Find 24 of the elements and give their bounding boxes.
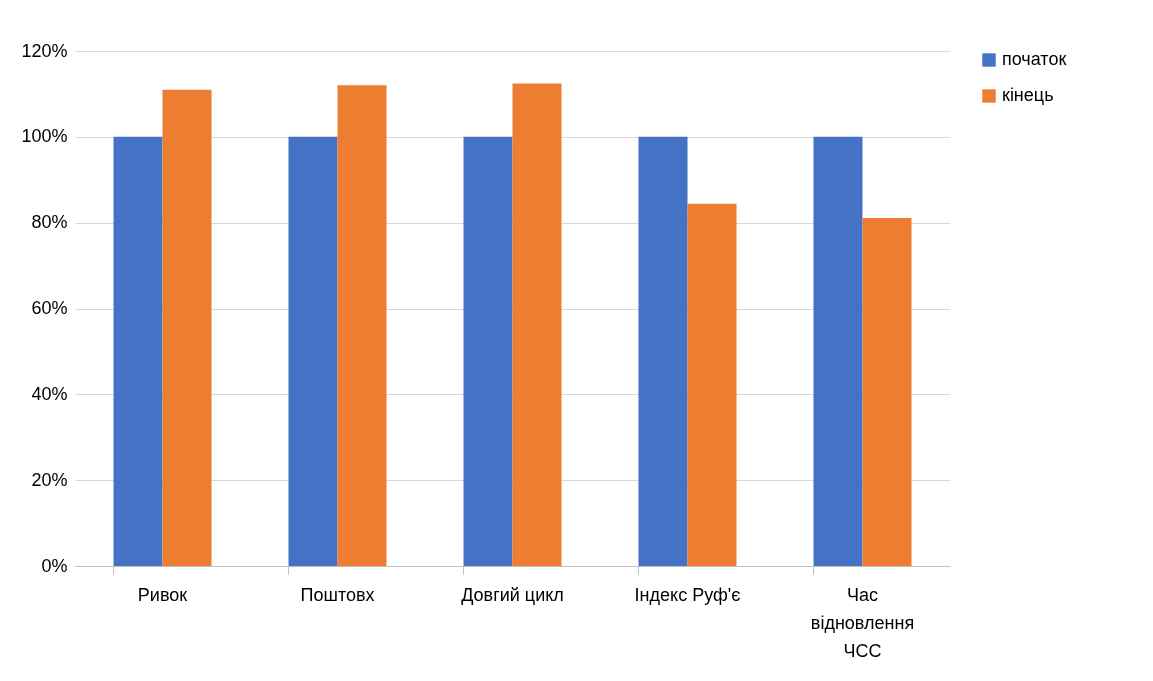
bar [512,83,562,566]
y-tick-label: 0% [41,555,68,576]
y-tick-label: 80% [31,212,68,233]
bar [337,85,387,566]
bar [463,136,513,566]
x-tick-label: Довгий цикл [461,584,564,605]
x-tick-label: Час відновлення ЧСС [810,584,915,661]
bar [638,136,688,566]
x-tick-label: Ривок [137,584,188,605]
legend-label: початок [1002,49,1067,69]
x-tick-label: Поштовх [300,584,375,605]
bar [687,203,737,566]
y-tick-label: 100% [21,126,68,147]
y-tick-label: 40% [31,383,68,404]
bar [162,89,212,566]
y-tick-label: 60% [31,298,68,318]
bar [288,136,338,566]
x-tick-label: Індекс Руф'є [634,584,741,605]
bar [813,136,863,566]
y-tick-label: 120% [21,40,68,61]
bar [113,136,163,566]
bar [862,217,912,566]
y-tick-label: 20% [31,469,68,490]
legend-label: кінець [1002,85,1054,105]
